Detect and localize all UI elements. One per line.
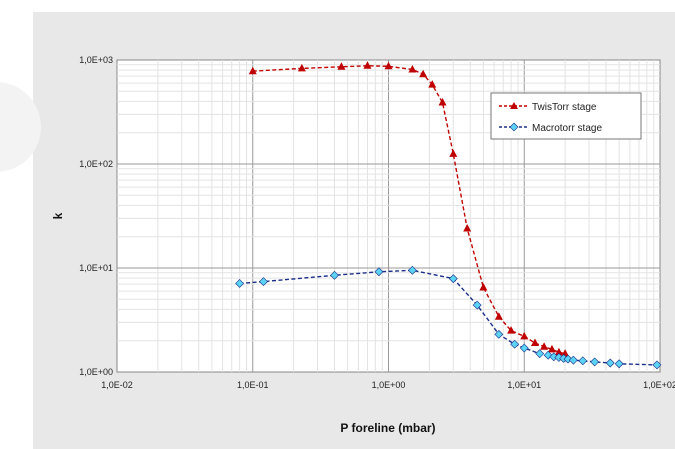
data-point (614, 359, 624, 369)
data-point (384, 61, 393, 70)
data-point (408, 65, 417, 73)
series-line (239, 269, 658, 366)
data-point (547, 344, 556, 353)
data-point (549, 352, 559, 362)
tick-labels: 1,0E-02 1,0E-01 1,0E+00 1,0E+01 1,0E+02 1,0E+… (79, 55, 675, 390)
data-point (652, 360, 662, 370)
legend-label-twistorr: TwisTorr stage (532, 102, 597, 113)
data-point (297, 63, 306, 72)
data-point (554, 347, 563, 356)
legend-box (490, 92, 642, 140)
data-point (590, 357, 600, 367)
data-point (472, 300, 482, 310)
y-tick-label: 1,0E+03 (79, 55, 113, 65)
x-tick-label: 1,0E-01 (237, 380, 269, 390)
x-tick-label: 1,0E+02 (643, 380, 675, 390)
legend: TwisTorr stage Macrotorr stage (490, 92, 642, 140)
data-point (479, 282, 488, 291)
x-tick-label: 1,0E+00 (372, 380, 406, 390)
y-tick-label: 1,0E+01 (79, 263, 113, 273)
y-tick-label: 1,0E+00 (79, 367, 113, 377)
legend-marker-twistorr (510, 102, 518, 109)
x-tick-label: 1,0E+01 (507, 380, 541, 390)
y-axis-title: k (51, 212, 65, 219)
series-macrotorr (235, 265, 662, 370)
data-point (520, 331, 529, 340)
data-point (428, 80, 437, 88)
data-point (519, 343, 529, 353)
data-point (530, 338, 539, 347)
legend-marker-macrotorr (509, 122, 519, 132)
data-point (363, 61, 372, 69)
data-point (535, 349, 545, 359)
data-point (248, 66, 257, 75)
data-point (463, 223, 472, 232)
data-point (337, 62, 346, 70)
data-point (374, 267, 384, 277)
data-point (448, 274, 458, 284)
data-point (494, 329, 504, 339)
data-point (568, 355, 578, 365)
data-point (540, 342, 549, 350)
series-twistorr (248, 61, 570, 357)
legend-label-macrotorr: Macrotorr stage (532, 123, 602, 134)
data-point (494, 312, 503, 320)
data-point (578, 356, 588, 366)
data-point (510, 339, 520, 349)
data-point (259, 277, 268, 287)
data-point (438, 98, 447, 106)
x-axis-title: P foreline (mbar) (340, 421, 435, 435)
data-point (507, 326, 516, 334)
data-point (235, 279, 245, 288)
x-tick-label: 1,0E-02 (101, 380, 133, 390)
data-point (449, 149, 458, 157)
data-point (330, 270, 339, 280)
data-point (605, 358, 615, 368)
data-point (419, 69, 428, 78)
grid (117, 60, 660, 372)
data-point (407, 265, 417, 275)
y-tick-label: 1,0E+02 (79, 159, 113, 169)
series-layer (235, 61, 662, 370)
